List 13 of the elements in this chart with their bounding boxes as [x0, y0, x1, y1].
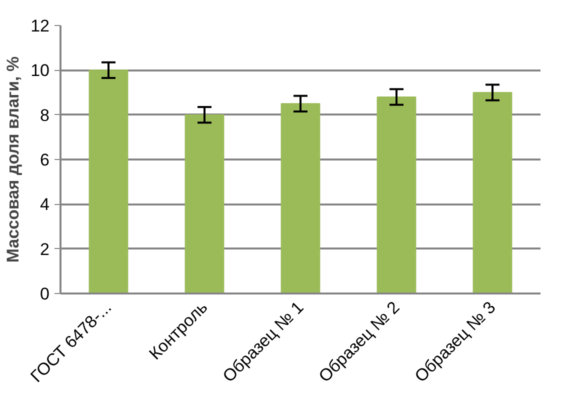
- y-axis-title: Массовая доля влаги, %: [4, 56, 23, 263]
- y-tick-label: 4: [40, 195, 50, 214]
- bar: [280, 103, 320, 294]
- y-tick-label: 6: [40, 150, 50, 170]
- bar: [376, 96, 416, 294]
- bar: [88, 70, 128, 294]
- y-tick-label: 2: [40, 240, 50, 259]
- bar: [184, 114, 224, 294]
- y-tick-label: 0: [40, 284, 50, 304]
- bar: [472, 92, 512, 294]
- y-tick-label: 8: [40, 106, 50, 125]
- y-tick-label: 10: [30, 61, 50, 80]
- y-tick-label: 12: [30, 16, 50, 36]
